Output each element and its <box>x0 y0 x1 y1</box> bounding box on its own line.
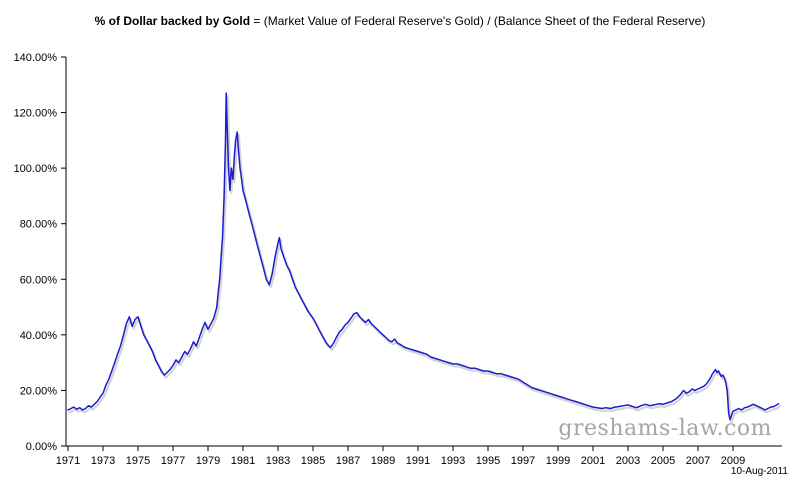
x-tick-label: 1977 <box>161 455 185 467</box>
x-tick-label: 2001 <box>581 455 605 467</box>
x-tick-label: 1991 <box>406 455 430 467</box>
chart-line <box>67 92 780 421</box>
x-tick-label: 1973 <box>91 455 115 467</box>
x-tick-label: 1985 <box>301 455 325 467</box>
y-tick-label: 120.00% <box>14 108 58 120</box>
date-label: 10-Aug-2011 <box>730 466 788 477</box>
y-tick-label: 140.00% <box>14 52 58 64</box>
x-tick-label: 1979 <box>196 455 220 467</box>
x-tick-label: 1993 <box>441 455 465 467</box>
y-tick-label: 20.00% <box>20 385 58 397</box>
x-tick-label: 1975 <box>126 455 150 467</box>
x-tick-label: 1987 <box>336 455 360 467</box>
y-tick-label: 0.00% <box>26 441 57 453</box>
x-tick-label: 2009 <box>721 455 745 467</box>
y-tick-label: 80.00% <box>20 219 58 231</box>
x-tick-label: 2007 <box>686 455 710 467</box>
chart-line-shadow <box>68 94 782 424</box>
x-tick-label: 1971 <box>56 455 80 467</box>
chart-title: % of Dollar backed by Gold = (Market Val… <box>0 14 800 28</box>
x-tick-label: 1997 <box>511 455 535 467</box>
chart-title-main: % of Dollar backed by Gold <box>94 14 251 28</box>
x-tick-label: 2005 <box>651 455 675 467</box>
chart-title-formula: = (Market Value of Federal Reserve's Gol… <box>250 14 706 28</box>
y-tick-label: 40.00% <box>20 330 58 342</box>
x-tick-label: 1983 <box>266 455 290 467</box>
x-tick-label: 1989 <box>371 455 395 467</box>
x-tick-label: 1995 <box>476 455 500 467</box>
x-tick-label: 1999 <box>546 455 570 467</box>
y-tick-label: 100.00% <box>14 163 58 175</box>
x-tick-label: 1981 <box>231 455 255 467</box>
y-tick-label: 60.00% <box>20 274 58 286</box>
x-tick-label: 2003 <box>616 455 640 467</box>
